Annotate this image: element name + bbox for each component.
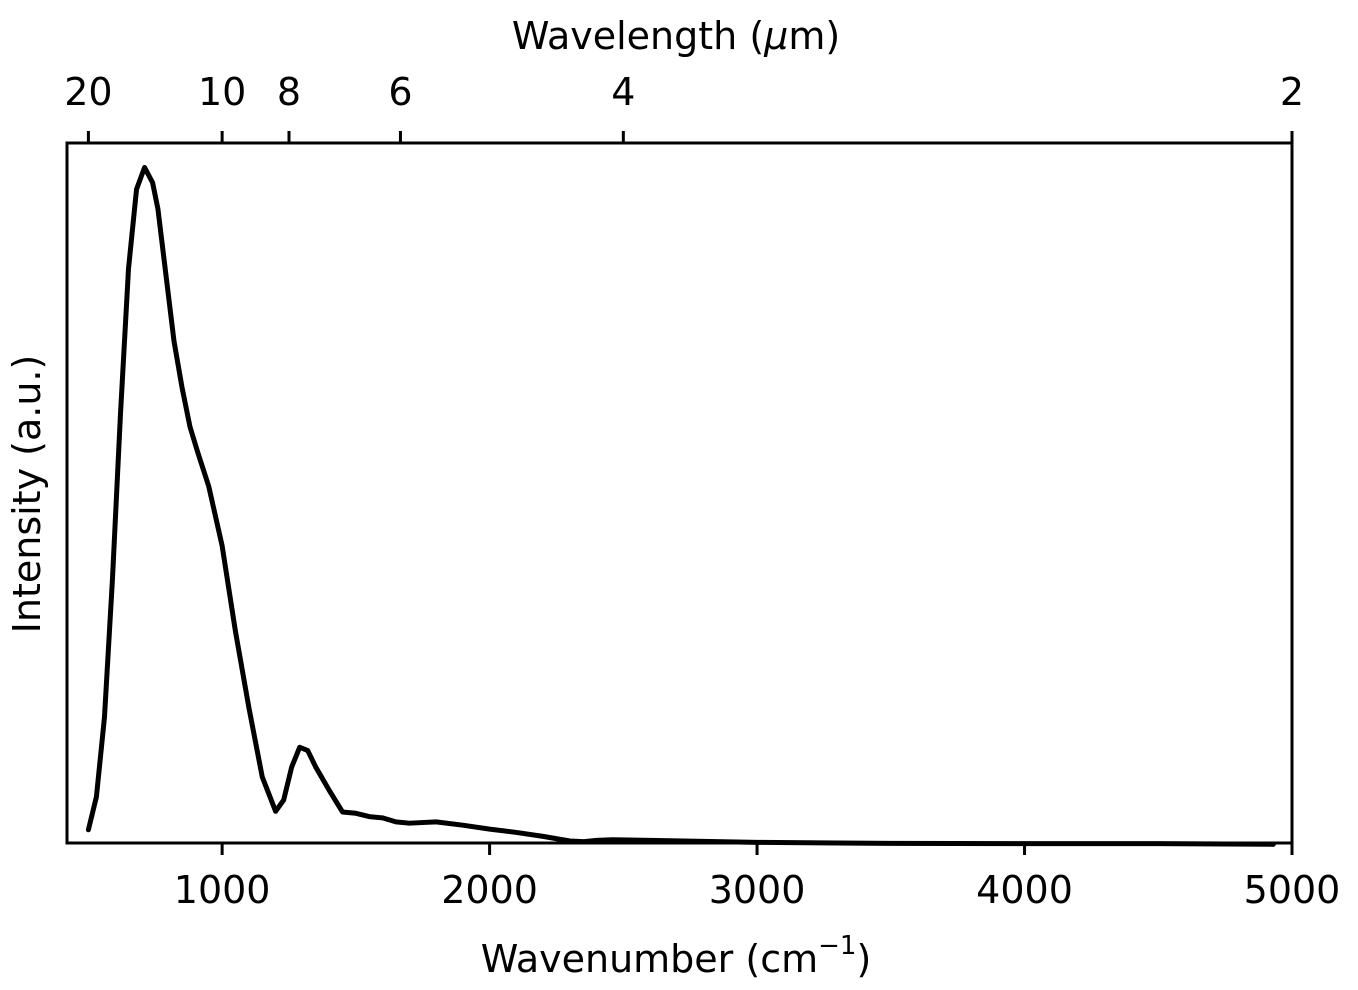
x-axis-title-superscript: −1 xyxy=(818,931,856,961)
top-axis-title-pre: Wavelength ( xyxy=(512,14,764,58)
top-axis-title-post: m) xyxy=(788,14,840,58)
x-axis-ticks: 1000 2000 3000 4000 5000 xyxy=(174,843,1341,912)
x-axis-title-main: Wavenumber (cm xyxy=(481,937,818,981)
top-axis-ticks: 20 10 8 6 4 2 xyxy=(64,70,1304,143)
top-tick-label: 6 xyxy=(388,70,412,114)
top-tick-label: 4 xyxy=(611,70,635,114)
top-tick-label: 8 xyxy=(277,70,301,114)
top-tick-label: 20 xyxy=(64,70,112,114)
x-axis-title-close: ) xyxy=(856,937,871,981)
plot-layer xyxy=(65,141,1294,847)
series-line-0 xyxy=(85,164,1276,847)
top-axis-title-mu: μ xyxy=(763,14,788,58)
plot-frame xyxy=(65,141,1294,845)
top-axis-title: Wavelength (μm) xyxy=(512,14,840,58)
x-axis-title: Wavenumber (cm−1) xyxy=(481,931,872,981)
x-tick-label: 1000 xyxy=(174,868,271,912)
top-tick-label: 2 xyxy=(1280,70,1304,114)
x-tick-label: 4000 xyxy=(976,868,1073,912)
x-tick-label: 2000 xyxy=(441,868,538,912)
x-tick-label: 5000 xyxy=(1244,868,1341,912)
x-tick-label: 3000 xyxy=(709,868,806,912)
y-axis-title: Intensity (a.u.) xyxy=(5,355,49,634)
top-tick-label: 10 xyxy=(198,70,246,114)
